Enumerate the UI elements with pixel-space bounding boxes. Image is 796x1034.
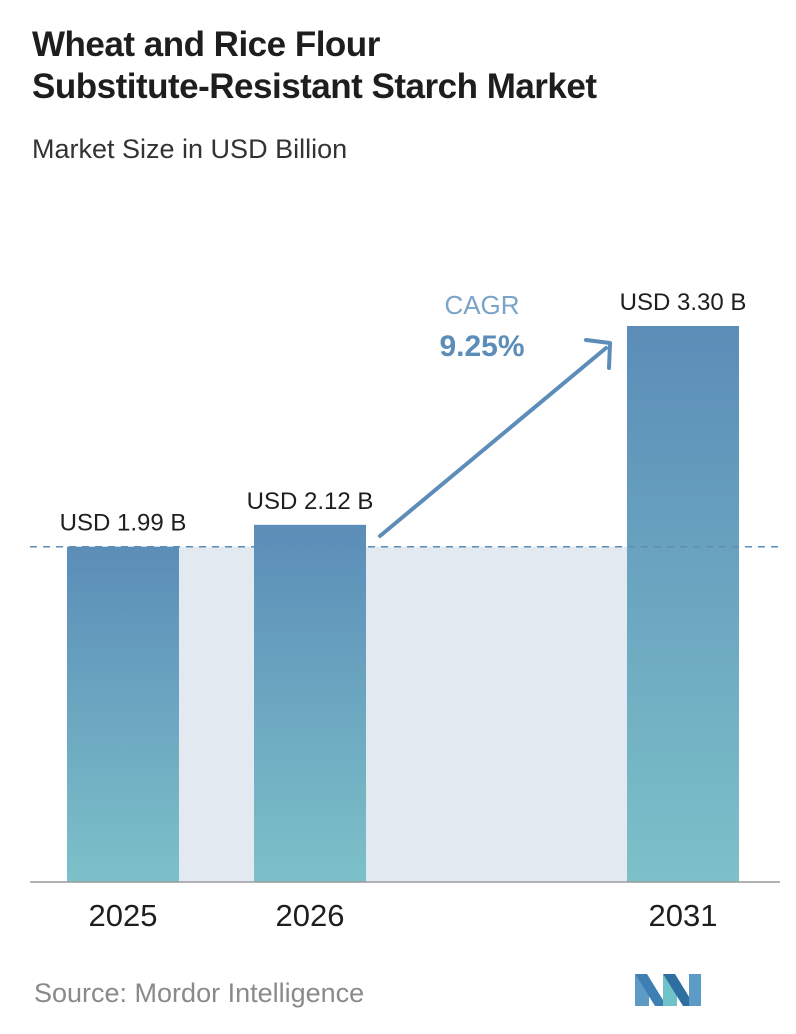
x-tick-label-2031: 2031 (649, 898, 718, 933)
mordor-intelligence-logo-icon (635, 974, 701, 1006)
bar-2026 (254, 524, 366, 882)
cagr-arrow (378, 346, 608, 538)
chart-subtitle: Market Size in USD Billion (32, 134, 348, 164)
source-credit: Source: Mordor Intelligence (34, 978, 365, 1008)
value-label-2025: USD 1.99 B (60, 510, 187, 537)
value-label-2031: USD 3.30 B (620, 289, 747, 316)
value-label-2026: USD 2.12 B (247, 488, 374, 515)
bar-2025 (67, 546, 179, 882)
bar-2031 (627, 326, 739, 882)
bar-chart: USD 1.99 B USD 2.12 B USD 3.30 B 2025 2026 20… (30, 289, 780, 933)
chart-title-line-1: Wheat and Rice Flour (32, 25, 380, 64)
cagr-label: CAGR (444, 290, 519, 320)
x-tick-label-2025: 2025 (89, 898, 158, 933)
chart-title: Wheat and Rice Flour Substitute-Resistan… (32, 24, 772, 108)
chart-title-line-2: Substitute-Resistant Starch Market (32, 67, 597, 106)
cagr-value: 9.25% (439, 330, 524, 363)
cagr-arrow-head (584, 338, 612, 370)
x-tick-label-2026: 2026 (276, 898, 345, 933)
